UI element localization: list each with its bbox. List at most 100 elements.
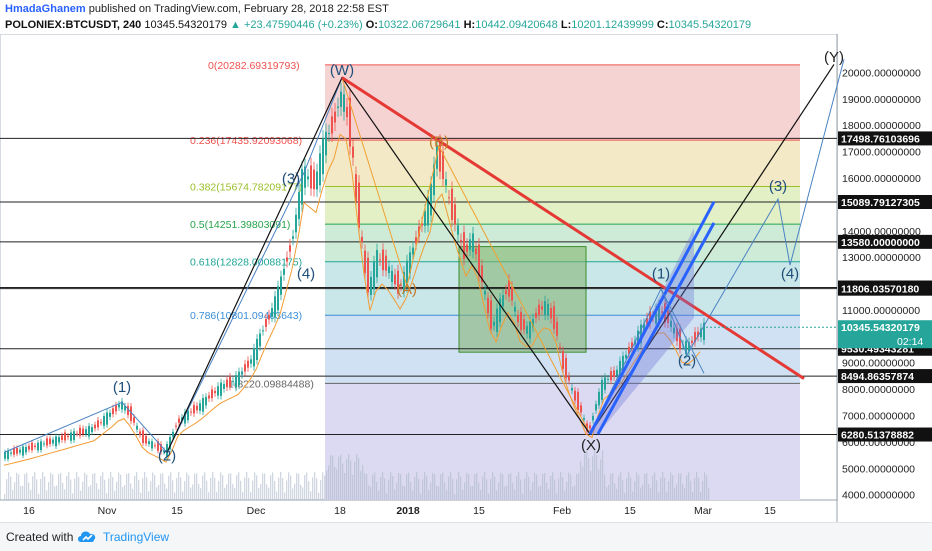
wave-label: (1) (652, 265, 670, 282)
candle-body (157, 441, 159, 451)
wave-label: (A) (397, 281, 417, 298)
volume-bar (444, 482, 446, 500)
volume-bar (128, 473, 130, 500)
symbol-name[interactable]: POLONIEX:BTCUSDT, 240 (5, 19, 142, 31)
volume-bar (328, 465, 330, 500)
volume-bar (232, 484, 234, 500)
volume-bar (62, 482, 64, 500)
candle-body (370, 276, 372, 296)
volume-bar (16, 472, 18, 500)
volume-bar (164, 483, 166, 500)
volume-bar (636, 472, 638, 500)
candle-body (151, 441, 153, 449)
fib-level-label: 1(8220.09884488) (228, 378, 314, 390)
volume-bar (156, 487, 158, 500)
volume-bar (564, 490, 566, 500)
tradingview-brand-link[interactable]: TradingView (103, 530, 170, 544)
price-tick-label: 11000.00000000 (842, 305, 920, 317)
candle-body (694, 331, 696, 343)
volume-bar (550, 476, 552, 500)
volume-bar (534, 472, 536, 500)
volume-bar (254, 472, 256, 500)
candle-body (133, 417, 135, 423)
candle-body (460, 239, 462, 241)
volume-bar (426, 476, 428, 500)
volume-bar (404, 486, 406, 500)
volume-bar (652, 475, 654, 500)
last-price-label: 10345.54320179 (841, 322, 920, 334)
volume-bar (458, 472, 460, 500)
volume-bar (44, 476, 46, 500)
candle-body (355, 174, 357, 202)
volume-bar (204, 472, 206, 500)
volume-bar (96, 483, 98, 500)
candle-body (688, 342, 690, 352)
volume-bar (88, 486, 90, 500)
volume-bar (442, 472, 444, 500)
candle-body (562, 351, 564, 369)
volume-bar (234, 487, 236, 500)
candle-body (313, 169, 315, 190)
candle-body (421, 223, 423, 226)
candle-body (655, 308, 657, 324)
candle-body (37, 442, 39, 451)
volume-bar (198, 483, 200, 500)
candle-body (130, 406, 132, 422)
volume-bar (410, 482, 412, 500)
volume-bar (548, 489, 550, 500)
volume-bar (64, 489, 66, 500)
volume-bar (142, 478, 144, 500)
volume-bar (236, 475, 238, 500)
volume-bar (664, 477, 666, 500)
volume-bar (348, 454, 350, 500)
volume-bar (74, 478, 76, 500)
candle-body (340, 91, 342, 107)
volume-bar (244, 477, 246, 500)
volume-bar (308, 481, 310, 500)
volume-bar (448, 476, 450, 500)
candle-body (322, 138, 324, 175)
volume-bar (406, 474, 408, 500)
volume-bar (582, 466, 584, 500)
candle-body (451, 188, 453, 220)
volume-bar (698, 477, 700, 500)
candle-body (454, 204, 456, 225)
volume-bar (460, 476, 462, 500)
volume-bar (598, 469, 600, 500)
candle-body (433, 164, 435, 196)
volume-bar (36, 479, 38, 500)
volume-bar (354, 461, 356, 500)
volume-bar (120, 474, 122, 500)
volume-bar (542, 474, 544, 500)
volume-bar (678, 473, 680, 500)
candle-body (115, 405, 117, 412)
price-tick-label: 9000.00000000 (842, 358, 915, 370)
author-link[interactable]: HmadaGhanem (5, 3, 86, 15)
candle-body (16, 447, 18, 454)
candle-body (154, 445, 156, 447)
candle-body (193, 405, 195, 414)
volume-bar (300, 484, 302, 500)
candle-body (583, 417, 585, 420)
volume-bar (650, 488, 652, 500)
candle-body (85, 429, 87, 434)
candle-body (550, 308, 552, 319)
candle-body (13, 448, 15, 455)
volume-bar (394, 489, 396, 500)
candle-body (4, 452, 6, 459)
volume-bar (248, 477, 250, 500)
level-price-label: 8494.86357874 (841, 371, 914, 383)
candle-body (43, 443, 45, 445)
candle-body (601, 379, 603, 400)
candle-body (247, 360, 249, 368)
level-price-tag (838, 427, 932, 442)
volume-bar (312, 477, 314, 500)
volume-bar (174, 492, 176, 500)
price-chart[interactable]: 0(20282.69319793) 0.236(17435.92093068) 0.… (0, 34, 932, 522)
volume-bar (334, 466, 336, 500)
candle-body (700, 328, 702, 338)
volume-bar (240, 480, 242, 500)
volume-bar (40, 478, 42, 500)
candle-body (214, 390, 216, 394)
level-price-tag (838, 195, 932, 210)
